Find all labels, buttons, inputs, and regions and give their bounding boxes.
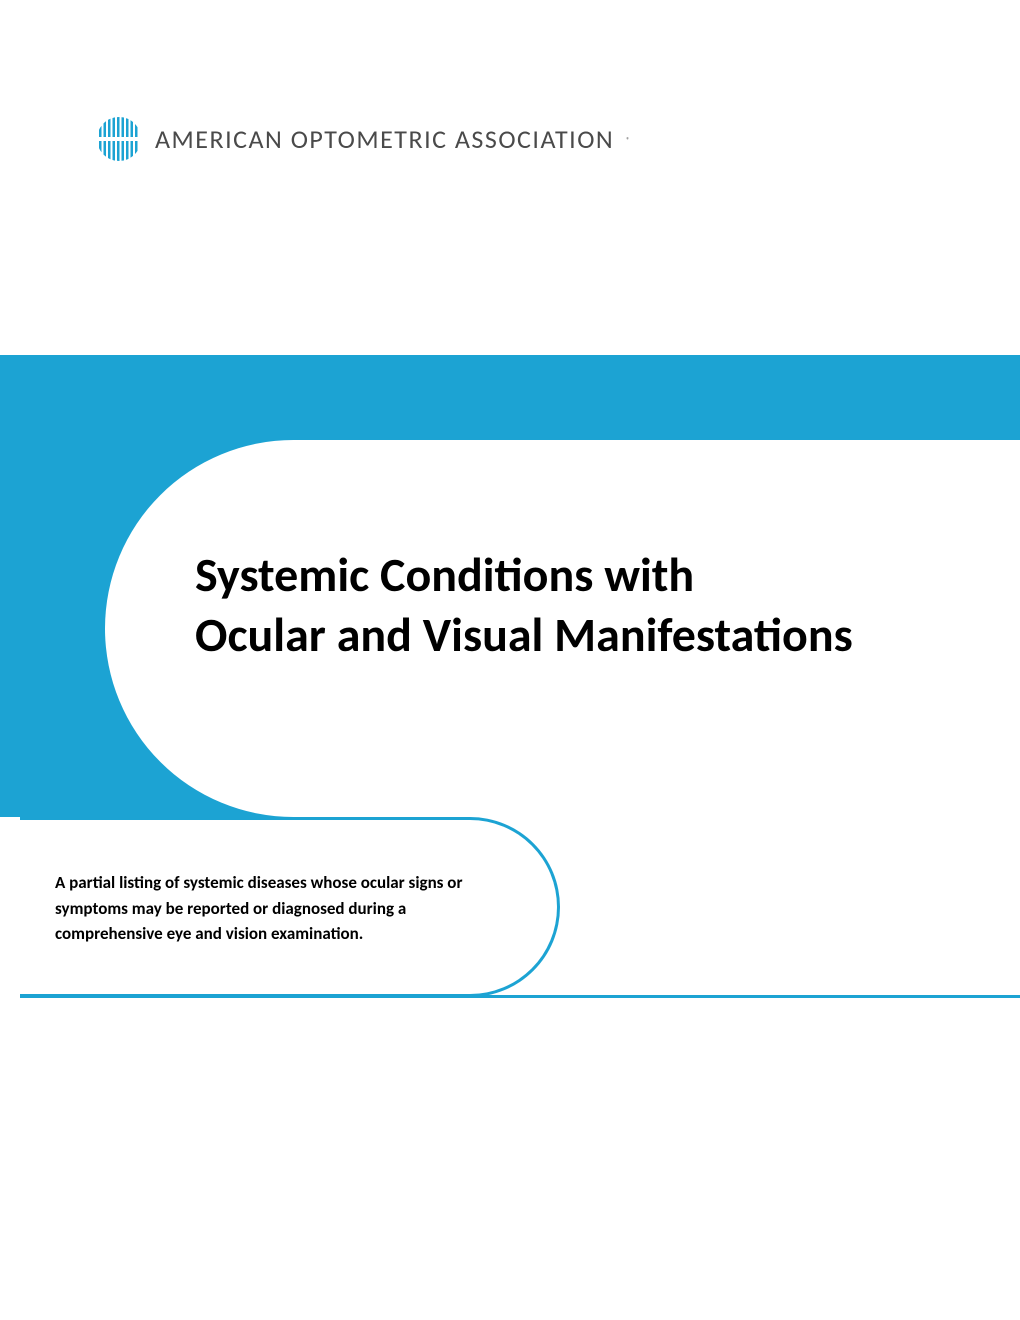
registered-mark: ® [626, 135, 630, 144]
title-container: Systemic Conditions with Ocular and Visu… [195, 545, 975, 665]
title-line-1: Systemic Conditions with [195, 545, 694, 604]
main-title: Systemic Conditions with Ocular and Visu… [195, 545, 975, 665]
logo-text: AMERICAN OPTOMETRIC ASSOCIATION [155, 123, 614, 155]
aoa-logo-icon [95, 115, 143, 163]
logo-section: AMERICAN OPTOMETRIC ASSOCIATION ® [95, 115, 630, 163]
title-line-2: Ocular and Visual Manifestations [195, 605, 853, 664]
bottom-divider [20, 995, 1020, 998]
subtitle-text: A partial listing of systemic diseases w… [55, 870, 487, 947]
subtitle-box: A partial listing of systemic diseases w… [20, 817, 560, 997]
